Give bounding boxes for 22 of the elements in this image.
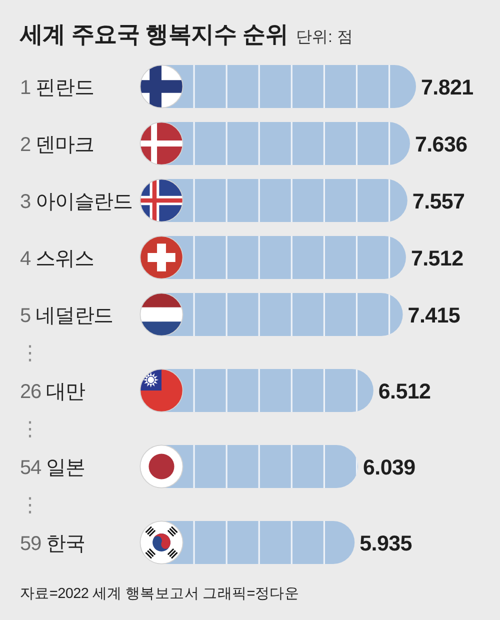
y-tick-label: 5 네덜란드 bbox=[20, 305, 114, 327]
y-tick-label: ⋮ bbox=[20, 342, 40, 364]
y-tick-label: 4 스위스 bbox=[20, 248, 94, 270]
y-tick-label: 54 일본 bbox=[20, 457, 85, 479]
y-tick-label: 3 아이슬란드 bbox=[20, 191, 132, 213]
data-label: 5.935 bbox=[360, 532, 412, 556]
data-label: 6.039 bbox=[363, 456, 416, 480]
data-label: 6.512 bbox=[378, 380, 432, 404]
chart-subtitle: 단위: 점 bbox=[296, 29, 353, 46]
data-label: 7.557 bbox=[412, 190, 466, 214]
text: 자료=2022 세계 행복보고서 그래픽=정다운 bbox=[20, 586, 300, 602]
data-label: 7.512 bbox=[410, 246, 464, 270]
chart-title: 세계 주요국 행복지수 순위 bbox=[19, 21, 288, 47]
y-tick-label: 2 덴마크 bbox=[20, 134, 94, 156]
y-tick-label: 59 한국 bbox=[20, 533, 85, 555]
y-tick-label: ⋮ bbox=[20, 418, 40, 440]
data-label: 7.821 bbox=[421, 76, 474, 100]
y-tick-label: 26 대만 bbox=[20, 381, 86, 403]
y-tick-label: 1 핀란드 bbox=[20, 77, 94, 99]
y-tick-label: ⋮ bbox=[20, 494, 40, 516]
data-label: 7.415 bbox=[408, 304, 460, 328]
data-label: 7.636 bbox=[414, 132, 468, 156]
